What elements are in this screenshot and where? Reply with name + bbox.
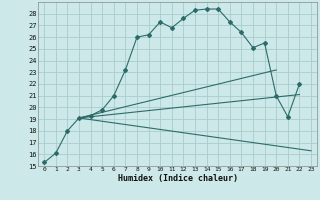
X-axis label: Humidex (Indice chaleur): Humidex (Indice chaleur) xyxy=(118,174,238,183)
